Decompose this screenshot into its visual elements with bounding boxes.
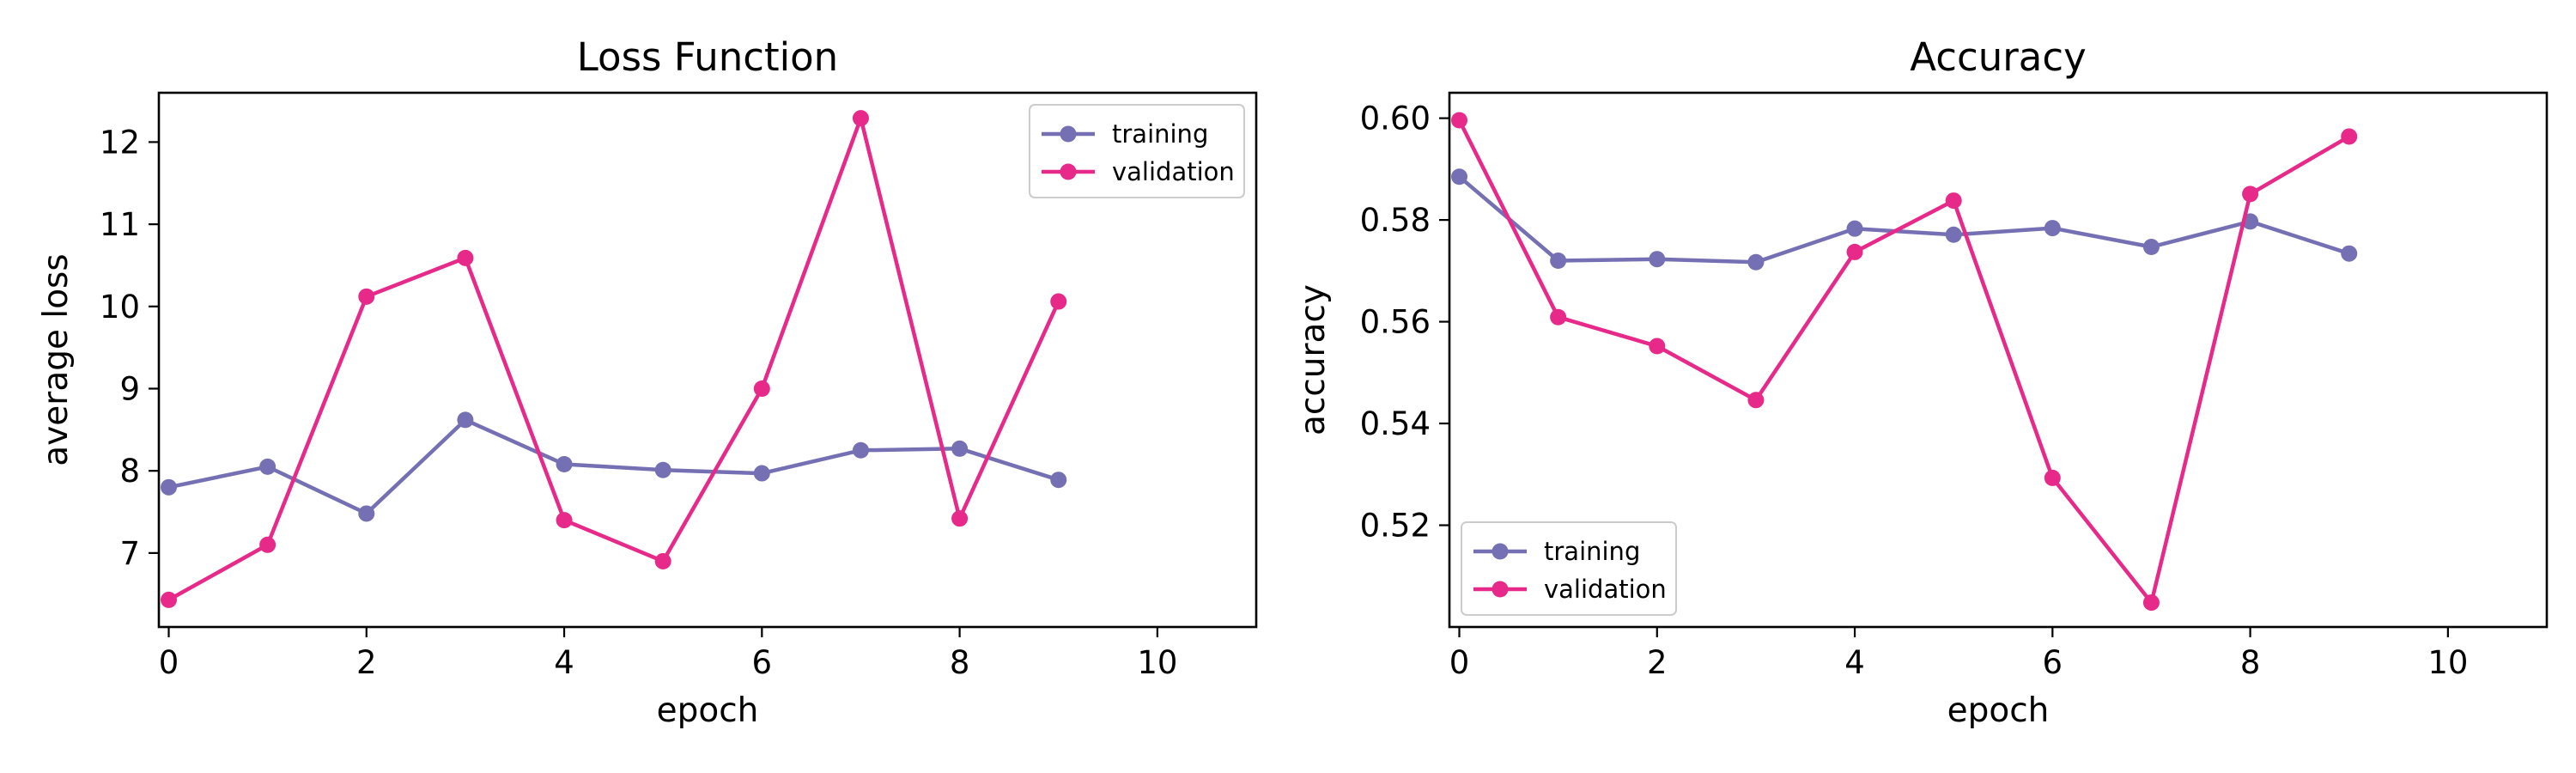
loss-x-tick-label: 4 <box>554 644 574 681</box>
accuracy-validation-point <box>1945 192 1962 210</box>
loss-y-tick-label: 10 <box>100 289 140 326</box>
accuracy-chart: Accuracy 0 2 4 6 8 10 0.52 0.54 0.56 0.58 0.60 epoch… <box>1294 34 2549 730</box>
loss-legend-box <box>1029 104 1245 198</box>
loss-validation-point <box>457 249 474 266</box>
accuracy-legend-label-validation: validation <box>1544 575 1667 604</box>
accuracy-validation-point <box>2044 469 2061 486</box>
loss-legend-swatch-marker <box>1060 163 1077 180</box>
loss-training-point <box>161 478 178 496</box>
accuracy-x-tick-label: 10 <box>2427 644 2468 681</box>
accuracy-y-tick-label: 0.54 <box>1360 405 1431 442</box>
accuracy-x-tick-label: 2 <box>1647 644 1668 681</box>
accuracy-legend-swatch-marker <box>1492 581 1509 598</box>
accuracy-validation-point <box>1451 112 1468 129</box>
loss-legend-swatch-marker <box>1060 125 1077 143</box>
accuracy-validation-point <box>1747 392 1765 409</box>
loss-validation-point <box>161 591 178 608</box>
accuracy-x-axis-label: epoch <box>1947 691 2050 730</box>
accuracy-legend-label-training: training <box>1544 537 1640 566</box>
loss-x-tick-label: 10 <box>1137 644 1177 681</box>
accuracy-validation-point <box>1846 243 1863 260</box>
loss-y-tick-label: 12 <box>100 124 140 161</box>
loss-x-tick-label: 2 <box>356 644 377 681</box>
loss-training-point <box>259 458 276 475</box>
loss-validation-point <box>753 380 770 397</box>
loss-y-tick-label: 8 <box>119 453 140 490</box>
loss-validation-point <box>358 288 375 305</box>
loss-training-point <box>358 505 375 522</box>
accuracy-legend-box <box>1461 521 1677 616</box>
loss-training-point <box>753 465 770 482</box>
accuracy-training-point <box>1550 252 1567 269</box>
accuracy-legend-swatch-marker <box>1492 543 1509 560</box>
loss-training-point <box>556 456 573 473</box>
accuracy-validation-point <box>1550 308 1567 326</box>
accuracy-x-tick-label: 0 <box>1449 644 1470 681</box>
loss-legend-label-training: training <box>1112 119 1208 149</box>
accuracy-x-tick-label: 6 <box>2043 644 2063 681</box>
loss-training-point <box>951 440 969 457</box>
accuracy-training-point <box>1846 220 1863 237</box>
loss-validation-point <box>556 512 573 529</box>
accuracy-x-tick-label: 4 <box>1844 644 1865 681</box>
accuracy-y-tick-label: 0.52 <box>1360 508 1431 545</box>
loss-training-point <box>654 461 671 478</box>
accuracy-training-point <box>1747 253 1765 271</box>
accuracy-chart-title: Accuracy <box>1910 34 2086 80</box>
accuracy-training-point <box>1451 168 1468 186</box>
accuracy-training-point <box>1649 251 1666 268</box>
loss-training-point <box>1050 472 1067 489</box>
accuracy-y-tick-label: 0.60 <box>1360 100 1431 137</box>
accuracy-training-point <box>1945 226 1962 243</box>
accuracy-training-point <box>2044 220 2061 237</box>
loss-x-tick-label: 8 <box>950 644 970 681</box>
loss-validation-line <box>167 116 1060 602</box>
accuracy-axes-frame <box>1448 91 2549 629</box>
accuracy-legend: training validation <box>1461 521 1677 616</box>
loss-validation-point <box>951 510 969 527</box>
loss-validation-point <box>852 110 869 127</box>
accuracy-validation-point <box>2242 186 2259 203</box>
accuracy-validation-line <box>1457 119 2350 605</box>
loss-x-tick-label: 6 <box>752 644 773 681</box>
accuracy-x-tick-label: 8 <box>2240 644 2261 681</box>
loss-validation-point <box>1050 293 1067 310</box>
accuracy-training-point <box>2341 245 2358 262</box>
loss-axes-frame <box>157 91 1258 629</box>
loss-validation-point <box>654 552 671 569</box>
accuracy-validation-point <box>2142 594 2160 612</box>
loss-legend-label-validation: validation <box>1112 157 1235 186</box>
accuracy-validation-point <box>2341 128 2358 145</box>
loss-training-point <box>852 441 869 459</box>
loss-y-axis-label: average loss <box>37 253 76 466</box>
accuracy-training-line <box>1458 174 2350 265</box>
loss-y-tick-label: 7 <box>119 535 140 572</box>
accuracy-y-tick-label: 0.58 <box>1360 202 1431 239</box>
loss-y-tick-label: 11 <box>100 206 140 243</box>
loss-x-tick-label: 0 <box>159 644 179 681</box>
loss-validation-point <box>259 536 276 553</box>
loss-x-axis-label: epoch <box>657 691 759 730</box>
accuracy-y-axis-label: accuracy <box>1294 284 1333 435</box>
loss-training-line <box>168 417 1060 516</box>
loss-chart: Loss Function 0 2 4 6 8 10 7 8 9 10 11 12 epoch averag… <box>37 34 1258 730</box>
accuracy-validation-point <box>1649 338 1666 355</box>
accuracy-y-tick-label: 0.56 <box>1360 304 1431 341</box>
accuracy-training-point <box>2142 238 2160 255</box>
loss-legend: training validation <box>1029 104 1245 198</box>
loss-chart-title: Loss Function <box>577 34 838 80</box>
loss-training-point <box>457 411 474 429</box>
loss-y-tick-label: 9 <box>119 370 140 407</box>
